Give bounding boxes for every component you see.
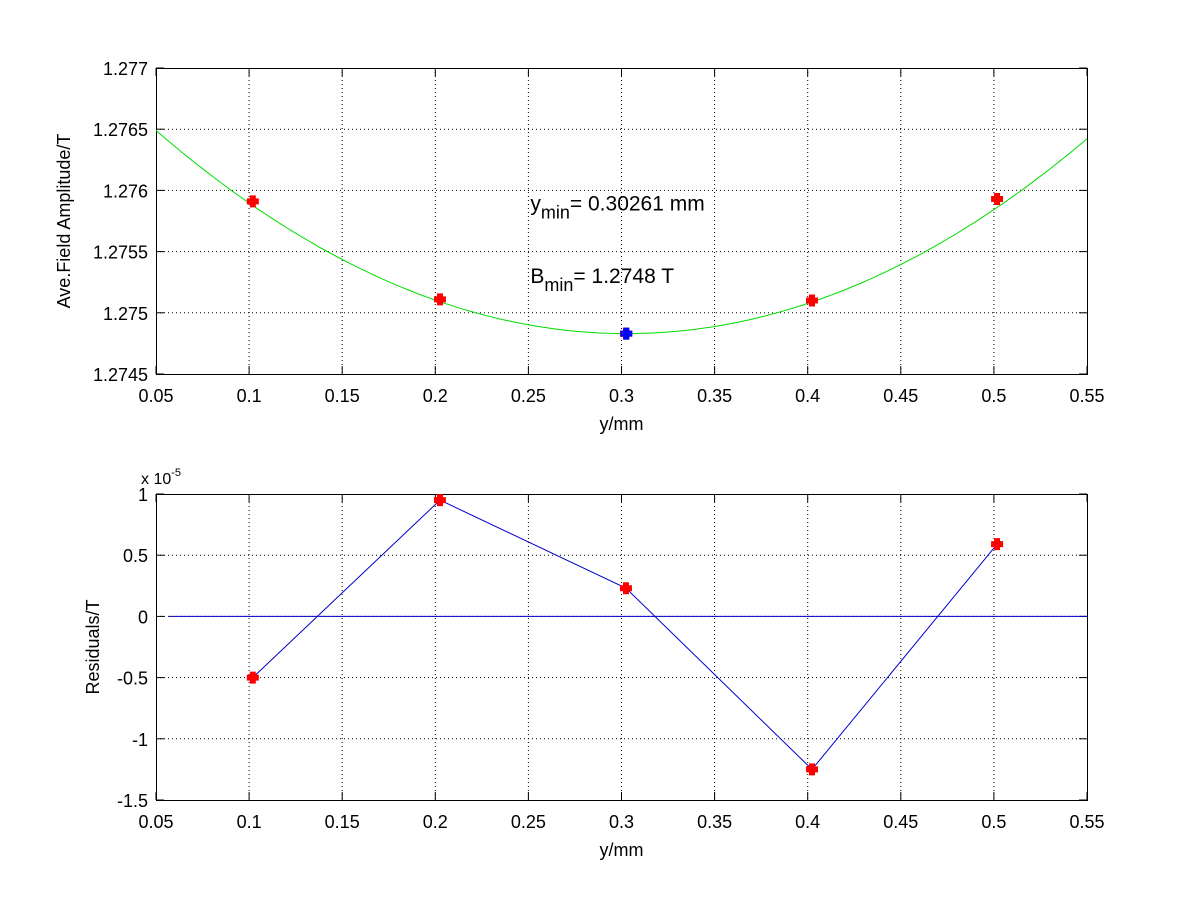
y-tick-label: 1.277 — [103, 59, 148, 79]
annotation-subscript: min — [544, 275, 573, 295]
y-axis-label: Residuals/T — [83, 599, 103, 694]
x-axis-label: y/mm — [600, 414, 644, 434]
x-tick-label: 0.4 — [795, 386, 820, 406]
data-point — [246, 195, 259, 208]
x-tick-label: 0.2 — [423, 812, 448, 832]
exponent-base: x 10 — [141, 471, 171, 488]
residuals-plot: 0.05 0.1 0.15 0.2 0.25 0.3 0.35 0.4 0.45 0.5 0.55 -… — [83, 467, 1105, 860]
x-axis-label: y/mm — [600, 840, 644, 860]
x-tick-label: 0.3 — [609, 812, 634, 832]
x-tick-label: 0.15 — [325, 812, 360, 832]
x-tick-label: 0.45 — [883, 386, 918, 406]
x-tick-label: 0.25 — [511, 812, 546, 832]
x-tick-label: 0.5 — [981, 386, 1006, 406]
data-point — [805, 294, 818, 307]
x-tick-label: 0.05 — [138, 812, 173, 832]
x-tick-label: 0.4 — [795, 812, 820, 832]
x-tick-label: 0.25 — [511, 386, 546, 406]
data-point — [433, 293, 446, 306]
x-tick-label: 0.05 — [138, 386, 173, 406]
y-tick-label: 1 — [138, 485, 148, 505]
x-tick-label: 0.2 — [423, 386, 448, 406]
residual-point — [619, 582, 632, 595]
y-tick-label: -0.5 — [117, 669, 148, 689]
exponent-label: x 10-5 — [141, 467, 181, 488]
x-tick-label: 0.55 — [1069, 812, 1104, 832]
annotation-value: = 1.2748 T — [573, 265, 674, 288]
axes-box — [156, 68, 1088, 375]
x-tick-label: 0.1 — [237, 812, 262, 832]
minimum-point — [620, 327, 633, 340]
exponent-power: -5 — [171, 467, 181, 479]
residual-point — [805, 763, 818, 776]
y-tick-label: 1.275 — [103, 304, 148, 324]
residual-point — [991, 538, 1004, 551]
x-tick-label: 0.1 — [237, 386, 262, 406]
residual-point — [246, 671, 259, 684]
x-tick-label: 0.5 — [981, 812, 1006, 832]
y-tick-label: 1.2755 — [93, 243, 148, 263]
x-tick-label: 0.45 — [883, 812, 918, 832]
y-tick-label: 1.2765 — [93, 120, 148, 140]
y-tick-label: 0.5 — [123, 546, 148, 566]
x-tick-label: 0.3 — [609, 386, 634, 406]
annotation-value: = 0.30261 mm — [570, 193, 705, 216]
y-axis-label: Ave.Field Amplitude/T — [54, 134, 74, 309]
field-amplitude-plot: 0.05 0.1 0.15 0.2 0.25 0.3 0.35 0.4 0.45 0.5 0.55 1… — [54, 59, 1105, 434]
annotation-symbol: B — [530, 265, 544, 288]
y-tick-label: 1.276 — [103, 181, 148, 201]
x-tick-label: 0.35 — [697, 386, 732, 406]
residual-point — [433, 494, 446, 507]
y-tick-label: -1.5 — [117, 791, 148, 811]
y-tick-label: 1.2745 — [93, 365, 148, 385]
annotation-symbol: y — [530, 193, 541, 216]
y-tick-label: -1 — [132, 730, 148, 750]
ymin-annotation: ymin= 0.30261 mm — [530, 193, 704, 223]
annotation-subscript: min — [541, 203, 570, 223]
y-tick-label: 0 — [138, 607, 148, 627]
axes-box — [156, 494, 1088, 801]
bmin-annotation: Bmin= 1.2748 T — [530, 265, 674, 295]
x-tick-label: 0.35 — [697, 812, 732, 832]
x-tick-label: 0.15 — [325, 386, 360, 406]
x-tick-label: 0.55 — [1069, 386, 1104, 406]
data-point — [991, 192, 1004, 205]
